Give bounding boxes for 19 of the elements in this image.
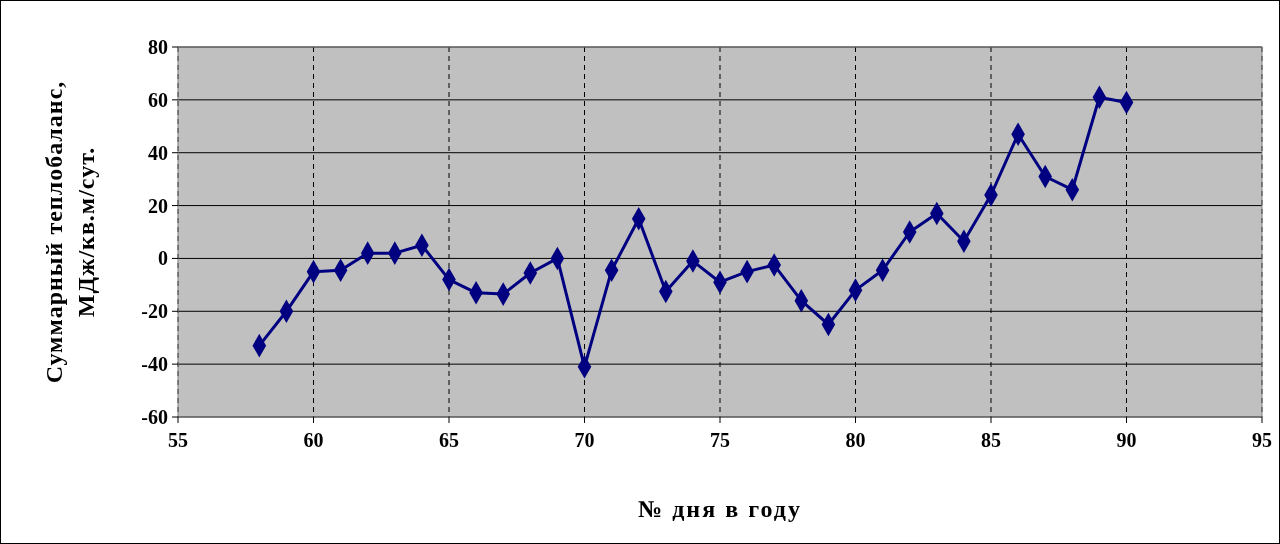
x-tick-label: 75 xyxy=(710,429,730,451)
y-axis-title: Суммарный теплобаланс, МДж/кв.м/сут. xyxy=(41,80,99,384)
x-tick-label: 65 xyxy=(439,429,459,451)
y-tick-label: -40 xyxy=(141,353,168,376)
x-tick-label: 55 xyxy=(168,429,188,451)
x-axis-title: № дня в году xyxy=(638,496,802,522)
x-tick-label: 60 xyxy=(303,429,324,451)
y-tick-label: 60 xyxy=(148,88,168,111)
y-tick-label: 0 xyxy=(158,247,168,270)
x-tick-label: 95 xyxy=(1252,429,1272,451)
x-tick-label: 70 xyxy=(574,429,595,451)
y-tick-label: 20 xyxy=(148,194,168,217)
y-tick-label: -60 xyxy=(141,406,168,428)
y-tick-label: -20 xyxy=(141,300,168,323)
x-tick-label: 80 xyxy=(845,429,866,451)
y-tick-label: 40 xyxy=(148,141,168,164)
x-tick-label: 85 xyxy=(981,429,1001,451)
x-tick-label: 90 xyxy=(1116,429,1137,451)
y-tick-label: 80 xyxy=(148,36,168,58)
